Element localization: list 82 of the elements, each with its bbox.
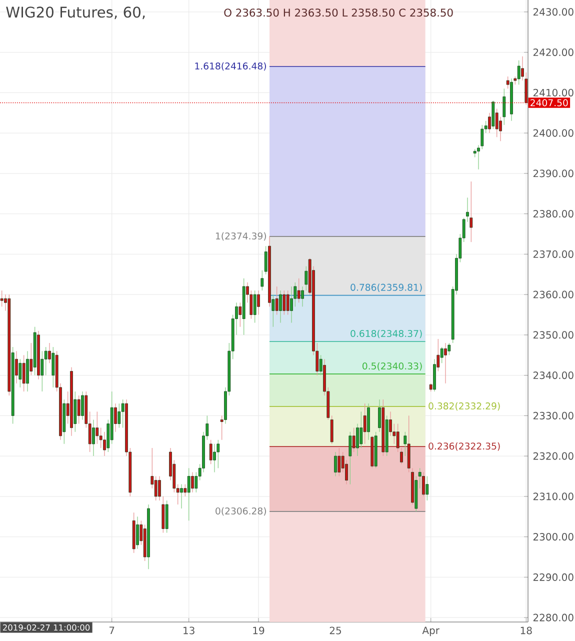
ref-line-label: 0.5(2340.33) — [362, 362, 422, 371]
y-tick-label: 2350.00 — [533, 331, 574, 339]
candlestick — [260, 270, 264, 291]
candlestick — [290, 286, 293, 324]
candlestick — [18, 358, 22, 388]
y-tick-label: 2370.00 — [533, 250, 574, 258]
candlestick — [356, 423, 359, 456]
candlestick — [330, 415, 334, 444]
candlestick — [338, 448, 341, 477]
y-tick-label: 2310.00 — [533, 492, 574, 500]
candlestick — [44, 346, 48, 376]
candlestick — [154, 476, 158, 501]
text: O 2363.50 H 2363.50 L 2358.50 C 2358.50 — [224, 8, 453, 17]
candlestick — [52, 346, 55, 388]
candlestick — [191, 472, 194, 493]
candlestick — [96, 411, 99, 444]
candlestick — [345, 460, 348, 485]
ref-line-label: 1.618(2416.48) — [195, 62, 266, 71]
ref-line-label: 0.236(2322.35) — [428, 442, 500, 451]
candlestick — [213, 444, 216, 473]
ref-line-label: 0(2306.28) — [216, 507, 266, 516]
candlestick — [275, 286, 278, 316]
ref-line-label: 0.618(2348.37) — [350, 330, 422, 338]
y-tick-label: 2320.00 — [533, 452, 574, 460]
candlestick — [422, 472, 425, 497]
candlestick — [426, 476, 429, 501]
ref-line-label: 0.786(2359.81) — [350, 284, 422, 292]
text: 2019-02-27 11:00:00 — [3, 624, 90, 631]
candlestick — [282, 290, 286, 316]
y-tick-label: 2280.00 — [533, 614, 574, 622]
candlestick — [360, 411, 363, 448]
candlestick — [448, 342, 451, 356]
y-tick-label: 2420.00 — [533, 48, 574, 56]
candlestick — [499, 116, 502, 142]
candlestick — [470, 181, 473, 242]
ref-line-label: 2407.50 — [530, 99, 568, 106]
candlestick — [502, 88, 506, 126]
candlestick — [136, 516, 139, 550]
chart-title: WIG20 Futures, 60, — [6, 6, 145, 20]
candlestick — [286, 290, 290, 316]
y-tick-label: 2380.00 — [533, 210, 574, 218]
y-tick-label: 2290.00 — [533, 573, 574, 581]
candlestick — [180, 484, 183, 509]
candlestick — [81, 391, 84, 420]
candlestick — [209, 440, 212, 464]
candlestick — [352, 427, 356, 452]
candlestick — [0, 290, 4, 307]
x-tick-label: 13 — [184, 626, 194, 634]
candlestick — [517, 60, 520, 85]
candlestick — [363, 403, 366, 444]
candlestick — [348, 431, 352, 485]
candlestick — [77, 395, 80, 424]
y-tick-label: 2300.00 — [533, 533, 574, 541]
y-tick-label: 2340.00 — [533, 372, 574, 380]
y-tick-label: 2390.00 — [533, 170, 574, 178]
candlestick — [92, 419, 95, 456]
candlestick — [158, 476, 161, 501]
y-tick-label: 2400.00 — [533, 129, 574, 137]
y-tick-label: 2430.00 — [533, 8, 574, 16]
candlestick — [301, 286, 304, 307]
ref-line-label: 1(2374.39) — [216, 232, 266, 241]
y-tick-label: 2410.00 — [533, 88, 574, 96]
candlestick — [118, 403, 121, 428]
x-tick-label: 19 — [253, 626, 264, 634]
x-tick-label: 25 — [330, 626, 341, 634]
candlestick — [334, 452, 337, 477]
candlestick — [440, 346, 444, 364]
candlestick — [297, 278, 300, 303]
candlestick — [253, 290, 256, 324]
y-tick-label: 2330.00 — [533, 412, 574, 420]
ref-line-label: 0.382(2332.29) — [428, 402, 500, 411]
candlestick — [279, 290, 282, 324]
x-tick-label: 18 — [520, 626, 532, 634]
x-tick-label: Apr — [422, 626, 440, 636]
y-tick-label: 2360.00 — [533, 290, 574, 298]
candlestick — [257, 290, 260, 316]
x-tick-label: 7 — [109, 626, 114, 634]
candlestick — [22, 354, 26, 392]
candlestick — [216, 440, 220, 468]
candlestick — [187, 468, 190, 521]
candlestick — [444, 342, 447, 384]
candlestick — [194, 472, 198, 493]
